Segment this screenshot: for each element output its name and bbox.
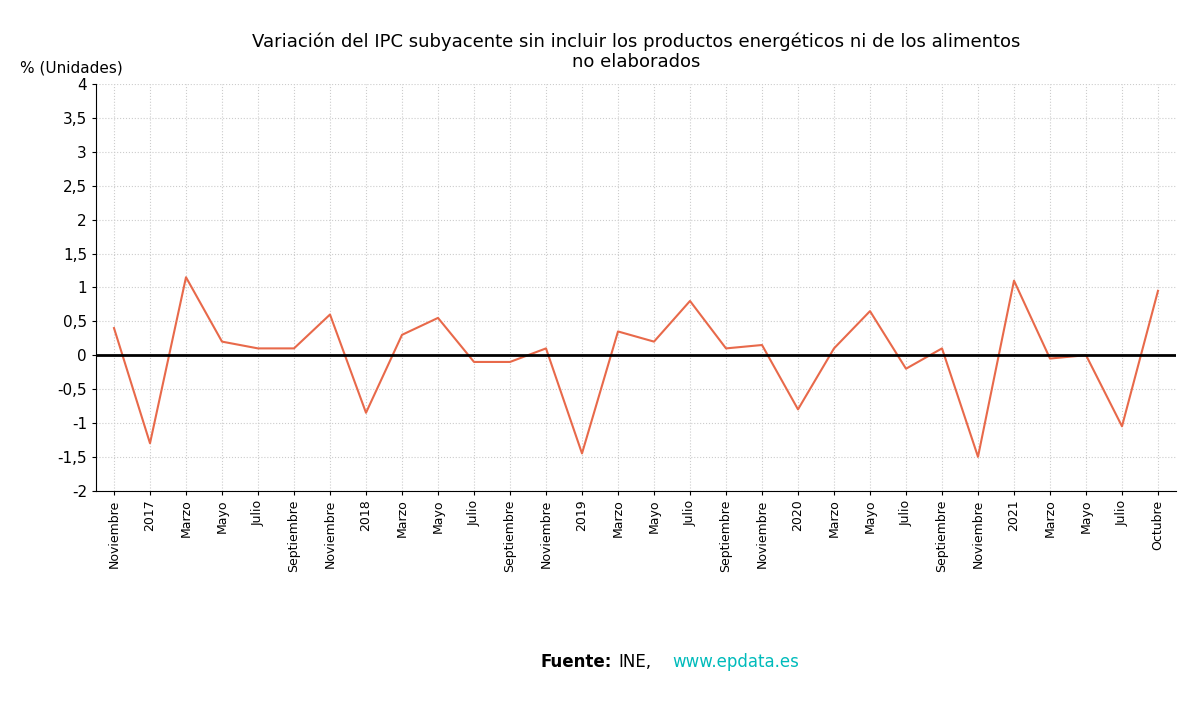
Text: % (Unidades): % (Unidades) [20,61,124,76]
Title: Variación del IPC subyacente sin incluir los productos energéticos ni de los ali: Variación del IPC subyacente sin incluir… [252,32,1020,72]
Text: Fuente:: Fuente: [540,653,611,672]
Text: INE,: INE, [618,653,652,672]
Text: www.epdata.es: www.epdata.es [672,653,799,672]
